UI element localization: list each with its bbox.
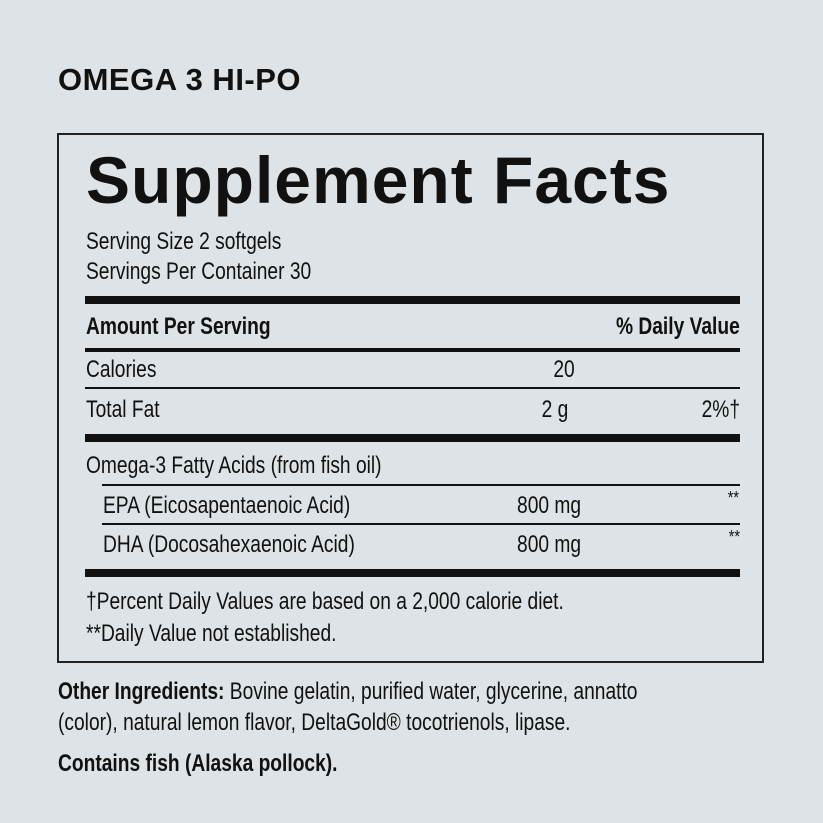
thin-divider: [85, 387, 740, 389]
supplement-facts-panel: [57, 133, 764, 663]
product-name: OMEGA 3 HI-PO: [58, 62, 302, 97]
nutrient-label: DHA (Docosahexaenoic Acid): [103, 531, 355, 558]
other-ingredients: Other Ingredients: Bovine gelatin, purif…: [58, 678, 638, 705]
dv-header: % Daily Value: [616, 313, 740, 340]
nutrient-amount: 20: [553, 356, 575, 383]
thin-divider: [102, 484, 740, 486]
thin-divider: [102, 523, 740, 525]
divider: [85, 348, 740, 352]
nutrient-amount: 800 mg: [516, 492, 581, 519]
nutrient-label: EPA (Eicosapentaenoic Acid): [103, 492, 351, 519]
thick-divider: [85, 434, 740, 442]
servings-per-container: Servings Per Container 30: [86, 258, 312, 285]
thick-divider: [85, 569, 740, 577]
footnote-not-established: **Daily Value not established.: [86, 620, 337, 647]
thick-divider: [85, 296, 740, 304]
nutrient-amount: 2 g: [541, 396, 568, 423]
nutrient-dv: **: [728, 527, 740, 547]
panel-title: Supplement Facts: [86, 143, 671, 217]
nutrient-label: Calories: [86, 356, 157, 383]
nutrient-dv: **: [727, 488, 739, 508]
allergen-statement: Contains fish (Alaska pollock).: [58, 750, 338, 777]
omega-heading: Omega-3 Fatty Acids (from fish oil): [86, 452, 382, 479]
serving-size: Serving Size 2 softgels: [86, 228, 282, 255]
nutrient-label: Total Fat: [86, 396, 160, 423]
amount-header: Amount Per Serving: [86, 313, 271, 340]
nutrient-dv: 2%†: [701, 396, 740, 423]
nutrient-amount: 800 mg: [516, 531, 581, 558]
other-ingredients-cont: (color), natural lemon flavor, DeltaGold…: [58, 709, 571, 736]
footnote-daily-values: †Percent Daily Values are based on a 2,0…: [86, 588, 564, 615]
